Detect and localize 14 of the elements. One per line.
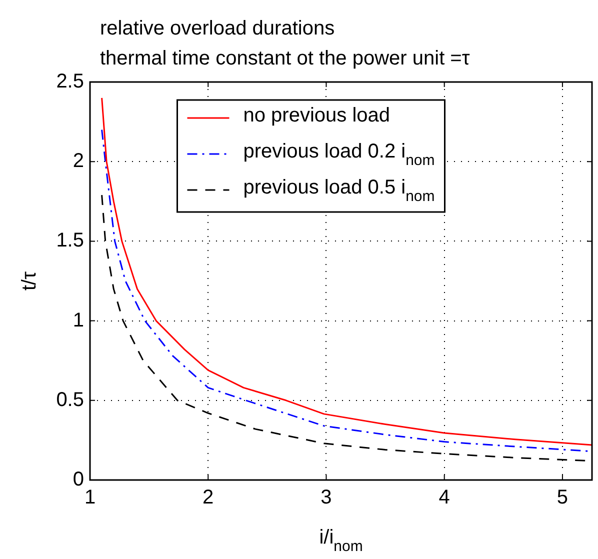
x-tick-label: 2 <box>202 486 214 509</box>
y-tick-label: 2 <box>72 150 84 172</box>
y-tick-label: 1.5 <box>56 230 84 252</box>
y-axis-title: t/τ <box>18 271 41 291</box>
y-tick-label: 0.5 <box>56 388 84 411</box>
x-tick-label: 5 <box>556 486 568 509</box>
legend-label: no previous load <box>243 104 390 127</box>
chart-title: relative overload durations <box>100 18 335 40</box>
y-tick-label: 0 <box>72 468 84 491</box>
x-tick-label: 3 <box>320 486 332 509</box>
x-tick-label: 4 <box>438 486 450 509</box>
chart-subtitle: thermal time constant ot the power unit =τ <box>100 48 470 70</box>
y-tick-label: 1 <box>72 309 84 332</box>
y-tick-label: 2.5 <box>56 70 84 93</box>
